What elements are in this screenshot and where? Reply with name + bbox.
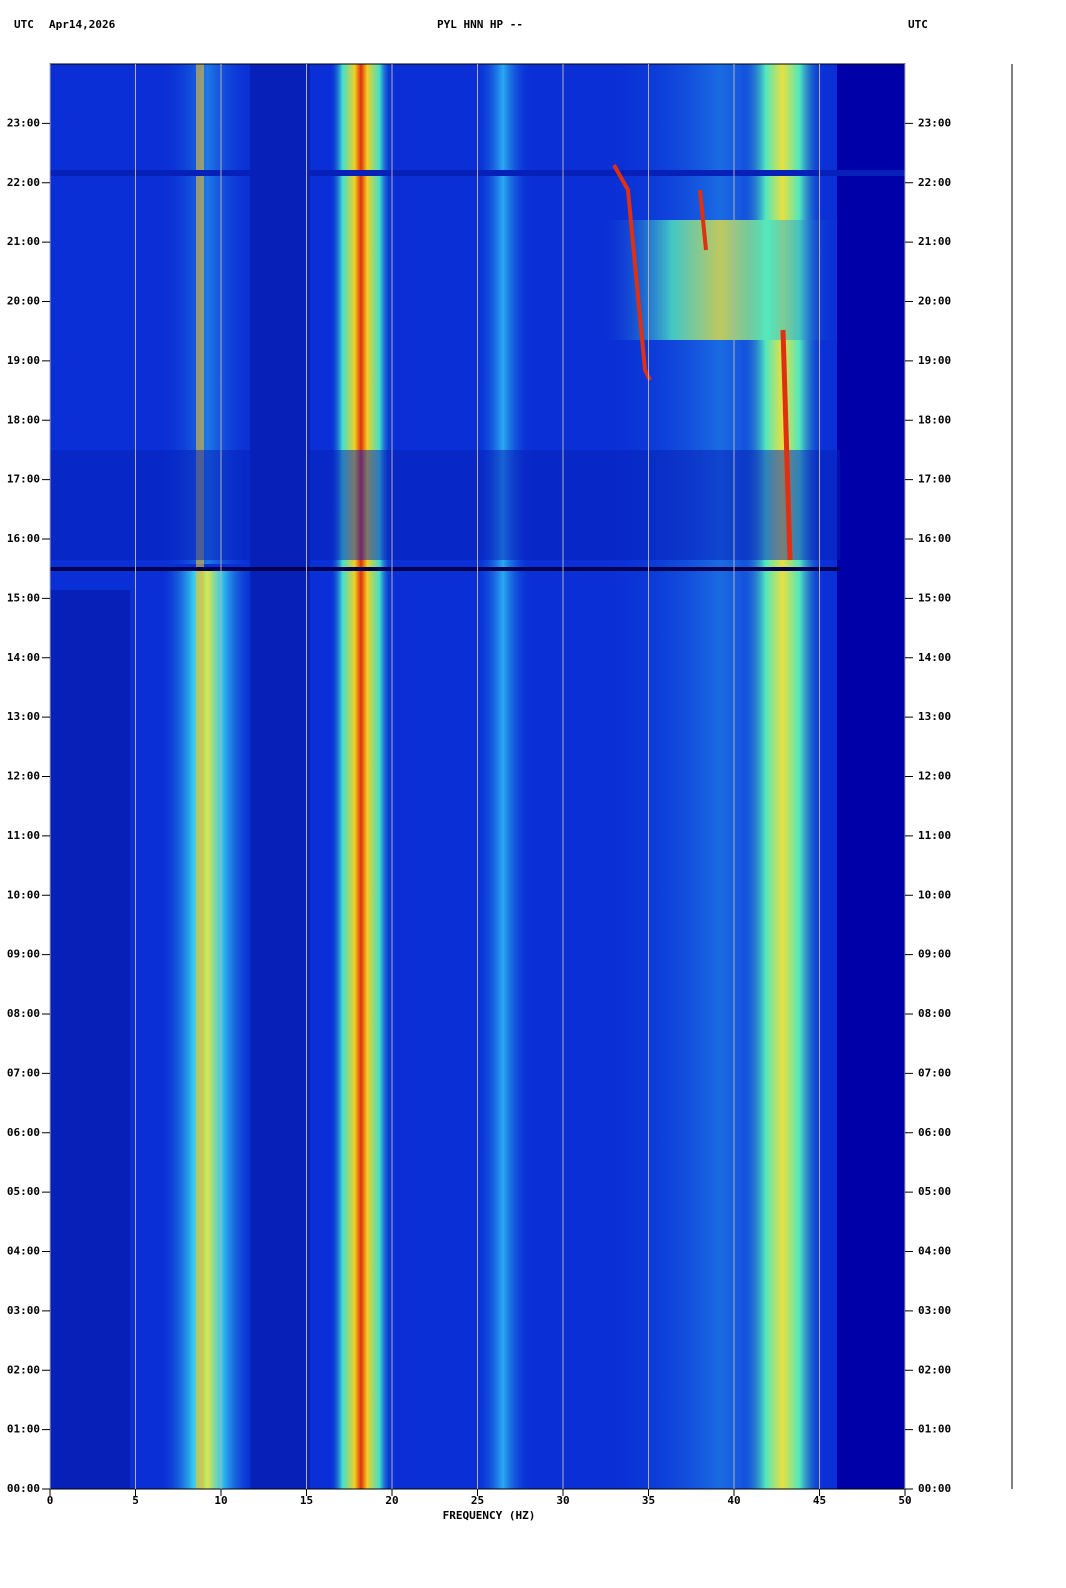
y-tick-label: 22:00 bbox=[918, 176, 951, 189]
y-tick-label: 04:00 bbox=[7, 1245, 40, 1258]
y-tick-label: 14:00 bbox=[7, 651, 40, 664]
y-tick-label: 23:00 bbox=[7, 116, 40, 129]
y-tick-label: 18:00 bbox=[7, 413, 40, 426]
y-tick-label: 13:00 bbox=[7, 710, 40, 723]
x-tick-label: 45 bbox=[813, 1494, 826, 1507]
y-tick-label: 04:00 bbox=[918, 1245, 951, 1258]
y-tick-label: 07:00 bbox=[7, 1066, 40, 1079]
left-label: UTC bbox=[14, 18, 34, 31]
x-tick-label: 10 bbox=[214, 1494, 227, 1507]
y-tick-label: 03:00 bbox=[7, 1304, 40, 1317]
x-tick-label: 50 bbox=[898, 1494, 911, 1507]
y-tick-label: 10:00 bbox=[7, 888, 40, 901]
y-tick-label: 12:00 bbox=[918, 770, 951, 783]
y-tick-label: 16:00 bbox=[7, 532, 40, 545]
x-tick-label: 40 bbox=[727, 1494, 740, 1507]
x-tick-label: 5 bbox=[132, 1494, 139, 1507]
y-tick-label: 15:00 bbox=[7, 591, 40, 604]
y-tick-label: 21:00 bbox=[7, 235, 40, 248]
y-tick-label: 21:00 bbox=[918, 235, 951, 248]
y-tick-label: 05:00 bbox=[918, 1185, 951, 1198]
y-tick-label: 10:00 bbox=[918, 888, 951, 901]
y-tick-label: 19:00 bbox=[7, 354, 40, 367]
y-tick-label: 23:00 bbox=[918, 116, 951, 129]
y-tick-label: 09:00 bbox=[7, 948, 40, 961]
y-tick-label: 19:00 bbox=[918, 354, 951, 367]
x-tick-label: 0 bbox=[47, 1494, 54, 1507]
right-label: UTC bbox=[908, 18, 928, 31]
y-tick-label: 22:00 bbox=[7, 176, 40, 189]
y-tick-label: 20:00 bbox=[918, 295, 951, 308]
y-tick-label: 11:00 bbox=[918, 829, 951, 842]
x-tick-label: 15 bbox=[300, 1494, 313, 1507]
date: Apr14,2026 bbox=[49, 18, 116, 31]
y-tick-label: 18:00 bbox=[918, 413, 951, 426]
y-tick-label: 15:00 bbox=[918, 591, 951, 604]
x-axis-label: FREQUENCY (HZ) bbox=[443, 1509, 536, 1522]
y-tick-label: 16:00 bbox=[918, 532, 951, 545]
y-tick-label: 13:00 bbox=[918, 710, 951, 723]
y-tick-label: 09:00 bbox=[918, 948, 951, 961]
x-tick-label: 20 bbox=[385, 1494, 398, 1507]
y-tick-label: 08:00 bbox=[918, 1007, 951, 1020]
y-tick-label: 00:00 bbox=[918, 1482, 951, 1495]
y-tick-label: 05:00 bbox=[7, 1185, 40, 1198]
y-tick-label: 01:00 bbox=[918, 1423, 951, 1436]
y-tick-label: 06:00 bbox=[918, 1126, 951, 1139]
x-tick-label: 30 bbox=[556, 1494, 569, 1507]
y-tick-label: 02:00 bbox=[918, 1363, 951, 1376]
y-tick-label: 11:00 bbox=[7, 829, 40, 842]
x-tick-label: 25 bbox=[471, 1494, 484, 1507]
y-tick-label: 17:00 bbox=[7, 473, 40, 486]
y-tick-label: 00:00 bbox=[7, 1482, 40, 1495]
y-tick-label: 12:00 bbox=[7, 770, 40, 783]
x-tick-label: 35 bbox=[642, 1494, 655, 1507]
y-tick-label: 06:00 bbox=[7, 1126, 40, 1139]
y-tick-label: 20:00 bbox=[7, 295, 40, 308]
y-tick-label: 02:00 bbox=[7, 1363, 40, 1376]
chart-title: PYL HNN HP -- bbox=[437, 18, 523, 31]
y-tick-label: 17:00 bbox=[918, 473, 951, 486]
y-tick-label: 01:00 bbox=[7, 1423, 40, 1436]
y-tick-label: 14:00 bbox=[918, 651, 951, 664]
y-tick-label: 03:00 bbox=[918, 1304, 951, 1317]
y-tick-label: 07:00 bbox=[918, 1066, 951, 1079]
y-tick-label: 08:00 bbox=[7, 1007, 40, 1020]
